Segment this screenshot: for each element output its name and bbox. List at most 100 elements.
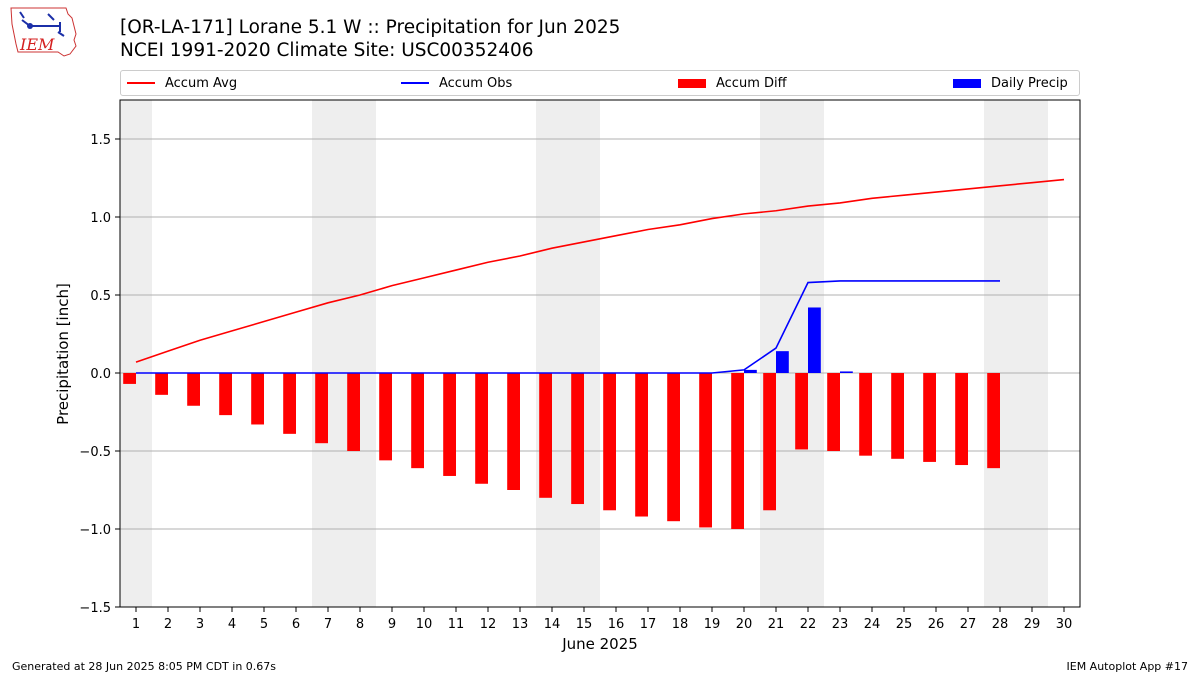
legend-item-accum-diff: Accum Diff [678,71,787,95]
legend-label-accum-diff: Accum Diff [716,75,787,91]
y-tick-label: 0.0 [90,367,111,382]
bar-accum-diff-day-19 [699,373,712,528]
bar-accum-diff-day-21 [763,373,776,511]
x-tick-label: 11 [448,617,465,632]
bar-accum-diff-day-22 [795,373,808,450]
bar-accum-diff-day-14 [539,373,552,498]
bar-accum-diff-day-12 [475,373,488,484]
bar-accum-diff-day-17 [635,373,648,517]
y-tick-label: 1.5 [90,133,111,148]
bar-accum-diff-day-6 [283,373,296,434]
x-tick-label: 10 [416,617,433,632]
legend-item-daily-precip: Daily Precip [953,71,1068,95]
y-axis-label: Precipitation [inch] [54,283,72,425]
weekend-shade-day-8 [344,100,376,607]
legend: Accum Avg Accum Obs Accum Diff Daily Pre… [120,70,1080,96]
x-tick-label: 4 [228,617,236,632]
bar-accum-diff-day-25 [891,373,904,459]
y-tick-label: −1.0 [79,523,111,538]
bar-daily-precip-day-22 [808,307,821,373]
x-tick-label: 23 [832,617,849,632]
x-tick-label: 1 [132,617,140,632]
plot-frame [119,99,1081,608]
weekend-shade-day-1 [120,100,152,607]
axes-ticks: −1.5−1.0−0.50.00.51.01.51 2 3 4 5 6 7 8 9 10 11 12 1… [79,133,1072,632]
bar-accum-diff-day-23 [827,373,840,451]
y-tick-label: −1.5 [79,601,111,616]
bar-accum-diff-day-1 [123,373,136,384]
weekend-shade-day-29 [1016,100,1048,607]
footer-generated: Generated at 28 Jun 2025 8:05 PM CDT in … [12,660,277,673]
x-tick-label: 27 [960,617,977,632]
bars [123,307,1000,529]
bar-accum-diff-day-7 [315,373,328,444]
y-tick-label: 0.5 [90,289,111,304]
weekend-shading [120,100,1048,607]
bar-accum-diff-day-9 [379,373,392,461]
x-tick-label: 12 [480,617,497,632]
chart-subtitle: NCEI 1991-2020 Climate Site: USC00352406 [120,40,534,61]
bar-accum-diff-day-5 [251,373,264,425]
legend-label-accum-obs: Accum Obs [439,75,513,91]
weekend-shade-day-14 [536,100,568,607]
x-tick-label: 16 [608,617,625,632]
x-tick-label: 14 [544,617,561,632]
legend-swatch-accum-diff [678,78,706,88]
x-tick-label: 13 [512,617,529,632]
bar-accum-diff-day-3 [187,373,200,406]
footer-app-id: IEM Autoplot App #17 [1066,660,1189,673]
iem-logo: IEM [10,7,77,57]
bar-accum-diff-day-16 [603,373,616,511]
x-tick-label: 22 [800,617,817,632]
line-accum-obs [136,280,1000,374]
bar-accum-diff-day-15 [571,373,584,505]
x-tick-label: 20 [736,617,753,632]
bar-accum-diff-day-20 [731,373,744,529]
logo-text: IEM [19,35,55,54]
line-accum-avg [135,178,1065,363]
x-tick-label: 6 [292,617,300,632]
x-tick-label: 28 [992,617,1009,632]
x-tick-label: 5 [260,617,268,632]
x-tick-label: 19 [704,617,721,632]
legend-item-accum-obs: Accum Obs [401,71,512,95]
bar-daily-precip-day-21 [776,351,789,373]
bar-accum-diff-day-11 [443,373,456,476]
x-tick-label: 17 [640,617,657,632]
bar-accum-diff-day-27 [955,373,968,466]
x-axis-label: June 2025 [561,635,638,653]
x-tick-label: 15 [576,617,593,632]
legend-swatch-accum-obs [401,82,429,84]
x-tick-label: 3 [196,617,204,632]
x-tick-label: 8 [356,617,364,632]
x-tick-label: 7 [324,617,332,632]
x-tick-label: 24 [864,617,881,632]
legend-item-accum-avg: Accum Avg [127,71,237,95]
series-lines [135,178,1065,374]
x-tick-label: 9 [388,617,396,632]
weekend-shade-day-15 [568,100,600,607]
x-tick-label: 29 [1024,617,1041,632]
weekend-shade-day-28 [984,100,1016,607]
bar-accum-diff-day-24 [859,373,872,456]
chart-title: [OR-LA-171] Lorane 5.1 W :: Precipitatio… [120,17,621,38]
bar-accum-diff-day-4 [219,373,232,416]
x-tick-label: 21 [768,617,785,632]
bar-accum-diff-day-8 [347,373,360,451]
y-tick-label: 1.0 [90,211,111,226]
bar-accum-diff-day-13 [507,373,520,490]
legend-label-daily-precip: Daily Precip [991,75,1068,91]
legend-swatch-accum-avg [127,82,155,84]
x-tick-label: 30 [1056,617,1073,632]
bar-accum-diff-day-28 [987,373,1000,469]
legend-swatch-daily-precip [953,78,981,88]
x-tick-label: 2 [164,617,172,632]
bar-accum-diff-day-10 [411,373,424,469]
bar-accum-diff-day-18 [667,373,680,522]
bar-daily-precip-day-23 [840,371,853,373]
bar-daily-precip-day-20 [744,369,757,373]
x-tick-label: 25 [896,617,913,632]
bar-accum-diff-day-26 [923,373,936,462]
legend-label-accum-avg: Accum Avg [165,75,238,91]
